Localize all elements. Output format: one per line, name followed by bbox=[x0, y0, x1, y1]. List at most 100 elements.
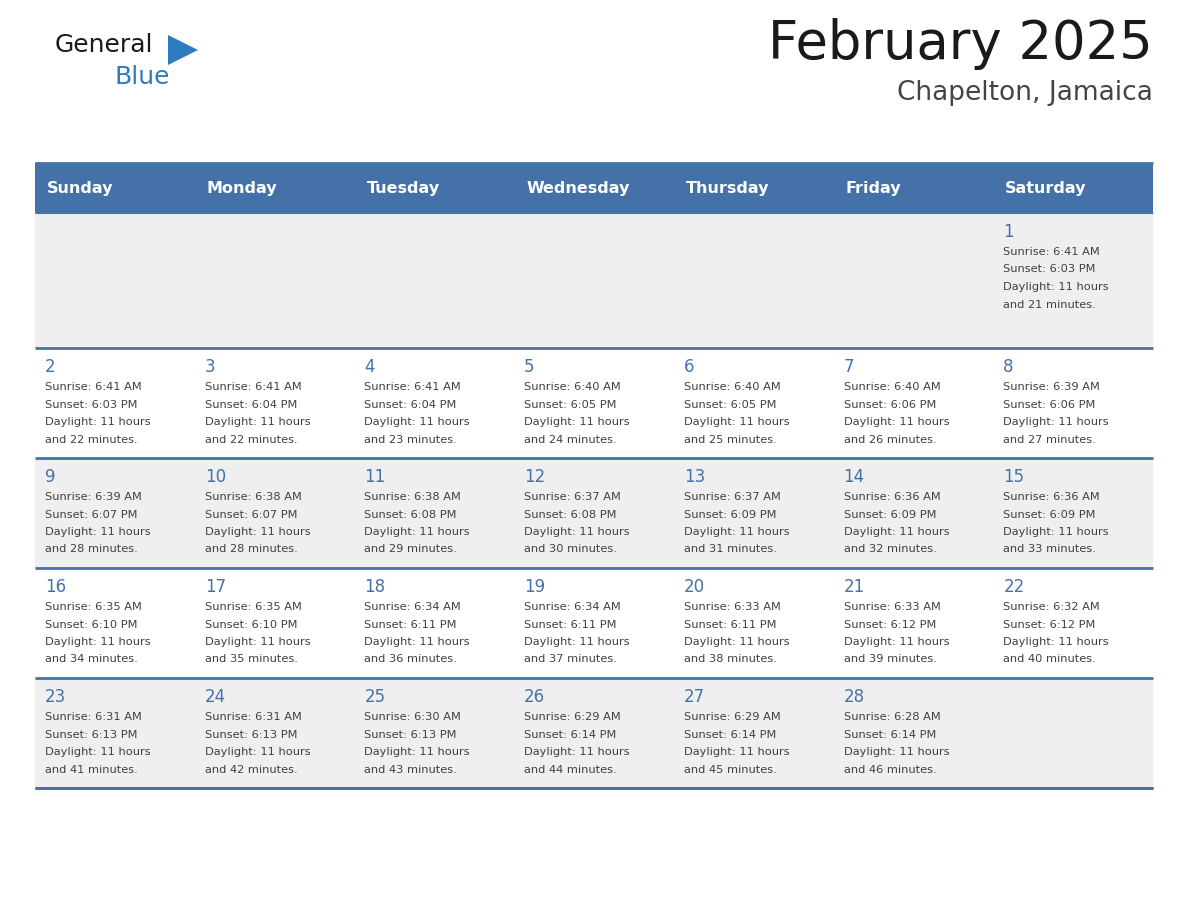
Text: Sunset: 6:10 PM: Sunset: 6:10 PM bbox=[204, 620, 297, 630]
Bar bbox=[993, 568, 1154, 678]
Text: Sunset: 6:11 PM: Sunset: 6:11 PM bbox=[524, 620, 617, 630]
Bar bbox=[993, 678, 1154, 788]
Text: Tuesday: Tuesday bbox=[366, 181, 440, 196]
Text: Wednesday: Wednesday bbox=[526, 181, 630, 196]
Text: February 2025: February 2025 bbox=[769, 18, 1154, 70]
Text: Daylight: 11 hours: Daylight: 11 hours bbox=[843, 417, 949, 427]
Text: 22: 22 bbox=[1004, 578, 1024, 596]
Text: 19: 19 bbox=[524, 578, 545, 596]
Bar bbox=[674, 348, 834, 458]
Text: 7: 7 bbox=[843, 358, 854, 376]
Text: Daylight: 11 hours: Daylight: 11 hours bbox=[843, 747, 949, 757]
Text: Sunset: 6:14 PM: Sunset: 6:14 PM bbox=[843, 730, 936, 740]
Text: Sunrise: 6:34 AM: Sunrise: 6:34 AM bbox=[524, 602, 621, 612]
Bar bbox=[354, 348, 514, 458]
Text: and 45 minutes.: and 45 minutes. bbox=[684, 765, 777, 775]
Text: Sunrise: 6:36 AM: Sunrise: 6:36 AM bbox=[843, 492, 941, 502]
Text: Daylight: 11 hours: Daylight: 11 hours bbox=[204, 527, 310, 537]
Text: Chapelton, Jamaica: Chapelton, Jamaica bbox=[897, 80, 1154, 106]
Bar bbox=[195, 678, 354, 788]
Text: and 38 minutes.: and 38 minutes. bbox=[684, 655, 777, 665]
Bar bbox=[674, 678, 834, 788]
Text: and 36 minutes.: and 36 minutes. bbox=[365, 655, 457, 665]
Bar bbox=[993, 163, 1154, 213]
Text: 8: 8 bbox=[1004, 358, 1013, 376]
Text: and 42 minutes.: and 42 minutes. bbox=[204, 765, 297, 775]
Bar bbox=[354, 678, 514, 788]
Text: Daylight: 11 hours: Daylight: 11 hours bbox=[684, 637, 790, 647]
Text: Sunrise: 6:30 AM: Sunrise: 6:30 AM bbox=[365, 712, 461, 722]
Bar bbox=[834, 348, 993, 458]
Text: Sunset: 6:11 PM: Sunset: 6:11 PM bbox=[365, 620, 457, 630]
Text: Sunset: 6:09 PM: Sunset: 6:09 PM bbox=[1004, 509, 1095, 520]
Bar bbox=[993, 348, 1154, 458]
Text: 21: 21 bbox=[843, 578, 865, 596]
Polygon shape bbox=[168, 35, 198, 65]
Bar bbox=[34, 458, 195, 568]
Text: Sunset: 6:06 PM: Sunset: 6:06 PM bbox=[843, 399, 936, 409]
Text: Sunrise: 6:38 AM: Sunrise: 6:38 AM bbox=[365, 492, 461, 502]
Bar bbox=[354, 213, 514, 348]
Text: Sunset: 6:03 PM: Sunset: 6:03 PM bbox=[45, 399, 138, 409]
Text: Sunrise: 6:36 AM: Sunrise: 6:36 AM bbox=[1004, 492, 1100, 502]
Text: and 22 minutes.: and 22 minutes. bbox=[45, 434, 138, 444]
Bar bbox=[993, 458, 1154, 568]
Bar bbox=[195, 568, 354, 678]
Text: Sunrise: 6:29 AM: Sunrise: 6:29 AM bbox=[524, 712, 621, 722]
Text: Sunrise: 6:40 AM: Sunrise: 6:40 AM bbox=[684, 382, 781, 392]
Text: Daylight: 11 hours: Daylight: 11 hours bbox=[1004, 637, 1108, 647]
Text: and 33 minutes.: and 33 minutes. bbox=[1004, 544, 1097, 554]
Bar bbox=[834, 678, 993, 788]
Text: General: General bbox=[55, 33, 153, 57]
Text: 26: 26 bbox=[524, 688, 545, 706]
Text: Sunset: 6:12 PM: Sunset: 6:12 PM bbox=[843, 620, 936, 630]
Text: 25: 25 bbox=[365, 688, 386, 706]
Text: 13: 13 bbox=[684, 468, 706, 486]
Bar bbox=[34, 348, 195, 458]
Text: and 46 minutes.: and 46 minutes. bbox=[843, 765, 936, 775]
Text: Sunrise: 6:29 AM: Sunrise: 6:29 AM bbox=[684, 712, 781, 722]
Text: Sunrise: 6:38 AM: Sunrise: 6:38 AM bbox=[204, 492, 302, 502]
Text: Sunset: 6:13 PM: Sunset: 6:13 PM bbox=[365, 730, 457, 740]
Bar bbox=[514, 568, 674, 678]
Text: 12: 12 bbox=[524, 468, 545, 486]
Text: Daylight: 11 hours: Daylight: 11 hours bbox=[524, 417, 630, 427]
Text: Daylight: 11 hours: Daylight: 11 hours bbox=[204, 747, 310, 757]
Text: Daylight: 11 hours: Daylight: 11 hours bbox=[843, 527, 949, 537]
Text: Sunset: 6:05 PM: Sunset: 6:05 PM bbox=[684, 399, 776, 409]
Text: 1: 1 bbox=[1004, 223, 1013, 241]
Text: Daylight: 11 hours: Daylight: 11 hours bbox=[45, 527, 151, 537]
Text: Sunset: 6:07 PM: Sunset: 6:07 PM bbox=[45, 509, 138, 520]
Text: Daylight: 11 hours: Daylight: 11 hours bbox=[365, 747, 470, 757]
Text: Sunrise: 6:35 AM: Sunrise: 6:35 AM bbox=[45, 602, 141, 612]
Text: Sunset: 6:13 PM: Sunset: 6:13 PM bbox=[45, 730, 138, 740]
Text: and 29 minutes.: and 29 minutes. bbox=[365, 544, 457, 554]
Text: Thursday: Thursday bbox=[685, 181, 770, 196]
Text: 28: 28 bbox=[843, 688, 865, 706]
Text: Friday: Friday bbox=[846, 181, 902, 196]
Bar bbox=[354, 458, 514, 568]
Text: 9: 9 bbox=[45, 468, 56, 486]
Text: Sunset: 6:04 PM: Sunset: 6:04 PM bbox=[365, 399, 457, 409]
Text: 4: 4 bbox=[365, 358, 375, 376]
Bar bbox=[195, 163, 354, 213]
Text: 20: 20 bbox=[684, 578, 704, 596]
Text: Sunrise: 6:41 AM: Sunrise: 6:41 AM bbox=[204, 382, 302, 392]
Bar bbox=[514, 163, 674, 213]
Text: and 27 minutes.: and 27 minutes. bbox=[1004, 434, 1097, 444]
Bar bbox=[834, 163, 993, 213]
Text: Daylight: 11 hours: Daylight: 11 hours bbox=[45, 637, 151, 647]
Text: Sunset: 6:08 PM: Sunset: 6:08 PM bbox=[524, 509, 617, 520]
Text: Sunrise: 6:37 AM: Sunrise: 6:37 AM bbox=[524, 492, 621, 502]
Text: 3: 3 bbox=[204, 358, 215, 376]
Text: and 37 minutes.: and 37 minutes. bbox=[524, 655, 617, 665]
Text: and 28 minutes.: and 28 minutes. bbox=[45, 544, 138, 554]
Bar bbox=[514, 678, 674, 788]
Text: 2: 2 bbox=[45, 358, 56, 376]
Text: Sunset: 6:07 PM: Sunset: 6:07 PM bbox=[204, 509, 297, 520]
Text: and 21 minutes.: and 21 minutes. bbox=[1004, 299, 1097, 309]
Bar bbox=[514, 348, 674, 458]
Text: and 25 minutes.: and 25 minutes. bbox=[684, 434, 777, 444]
Text: Daylight: 11 hours: Daylight: 11 hours bbox=[45, 417, 151, 427]
Text: Sunrise: 6:32 AM: Sunrise: 6:32 AM bbox=[1004, 602, 1100, 612]
